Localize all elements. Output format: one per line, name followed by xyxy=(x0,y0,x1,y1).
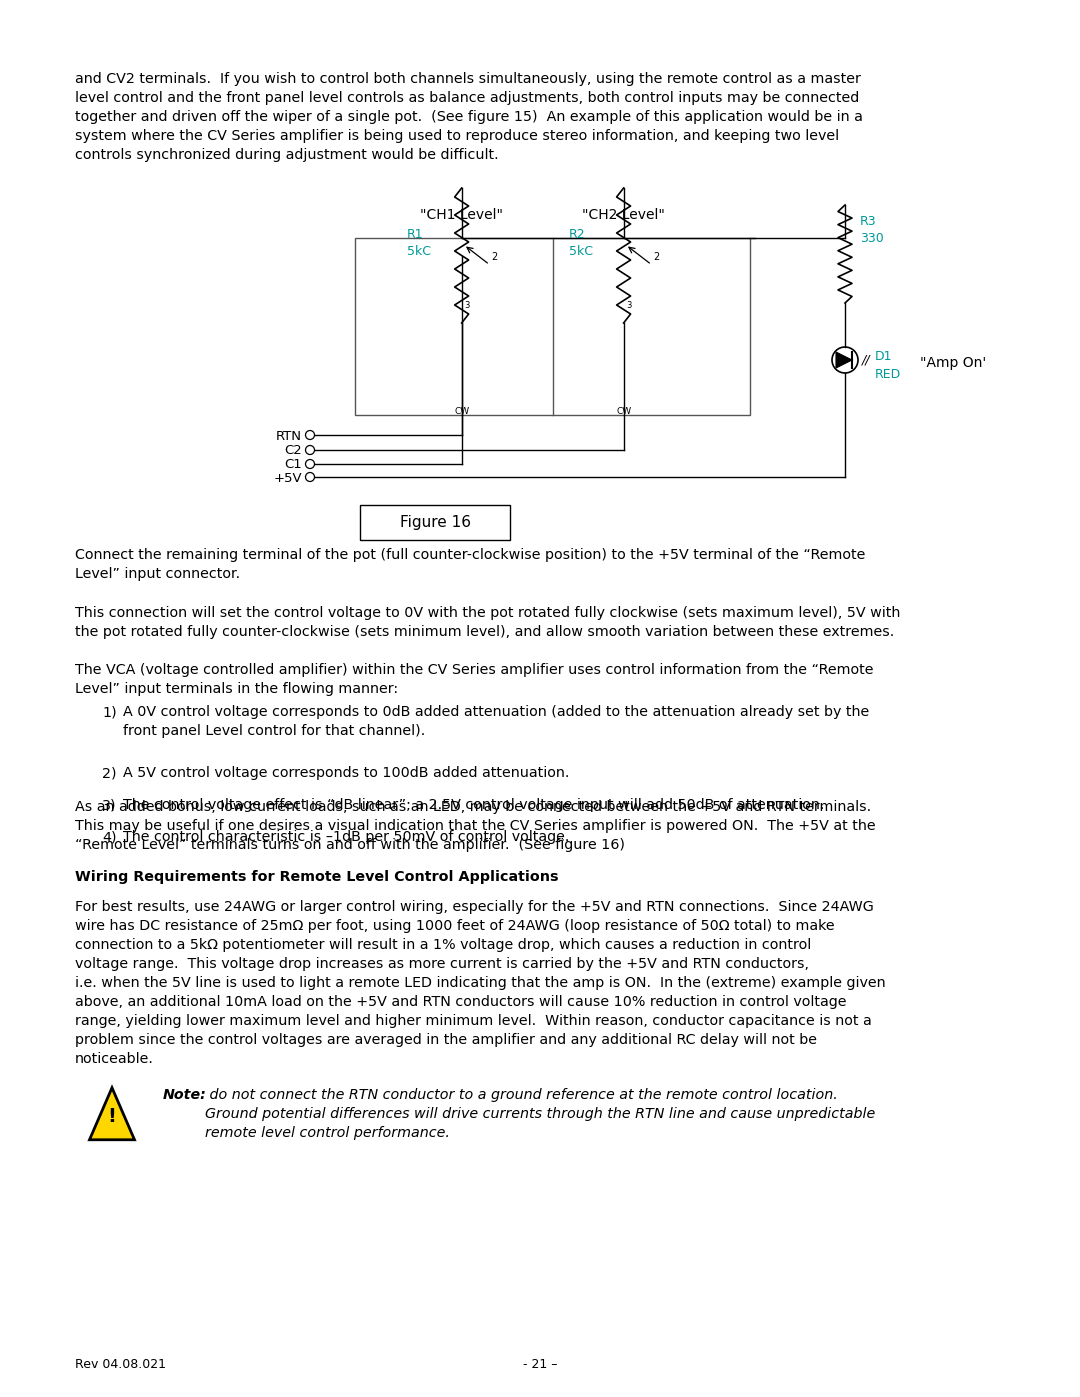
Bar xyxy=(355,237,750,415)
Circle shape xyxy=(306,446,314,454)
Text: and CV2 terminals.  If you wish to control both channels simultaneously, using t: and CV2 terminals. If you wish to contro… xyxy=(75,73,863,162)
Text: CW: CW xyxy=(454,407,469,416)
Text: The control voltage effect is “dB linear”; a 2.5V control voltage input will add: The control voltage effect is “dB linear… xyxy=(123,798,824,812)
Text: 4): 4) xyxy=(102,830,117,844)
Text: 3: 3 xyxy=(626,300,632,310)
Text: As an added bonus, low current loads, such as an LED, may be connected between t: As an added bonus, low current loads, su… xyxy=(75,800,876,852)
Text: The control characteristic is –1dB per 50mV of control voltage.: The control characteristic is –1dB per 5… xyxy=(123,830,569,844)
Text: Figure 16: Figure 16 xyxy=(400,515,471,529)
Text: C2: C2 xyxy=(284,444,302,457)
Circle shape xyxy=(306,472,314,482)
Text: Wiring Requirements for Remote Level Control Applications: Wiring Requirements for Remote Level Con… xyxy=(75,870,558,884)
Text: Note:: Note: xyxy=(163,1088,207,1102)
Text: do not connect the RTN conductor to a ground reference at the remote control loc: do not connect the RTN conductor to a gr… xyxy=(205,1088,875,1140)
Text: RTN: RTN xyxy=(276,429,302,443)
Text: 3: 3 xyxy=(464,300,470,310)
Text: CW: CW xyxy=(616,407,631,416)
Text: 1): 1) xyxy=(102,705,117,719)
Text: The VCA (voltage controlled amplifier) within the CV Series amplifier uses contr: The VCA (voltage controlled amplifier) w… xyxy=(75,664,874,696)
Circle shape xyxy=(306,460,314,468)
Text: This connection will set the control voltage to 0V with the pot rotated fully cl: This connection will set the control vol… xyxy=(75,606,901,638)
Text: C1: C1 xyxy=(284,458,302,472)
Text: R3
330: R3 330 xyxy=(860,215,883,246)
Text: 2: 2 xyxy=(491,251,498,261)
Circle shape xyxy=(832,346,858,373)
Text: R2
5kC: R2 5kC xyxy=(568,228,593,258)
Circle shape xyxy=(306,430,314,440)
Text: R1
5kC: R1 5kC xyxy=(407,228,431,258)
Text: For best results, use 24AWG or larger control wiring, especially for the +5V and: For best results, use 24AWG or larger co… xyxy=(75,900,886,1066)
Text: //: // xyxy=(862,353,870,366)
Text: A 0V control voltage corresponds to 0dB added attenuation (added to the attenuat: A 0V control voltage corresponds to 0dB … xyxy=(123,705,869,738)
Text: "CH2 Level": "CH2 Level" xyxy=(582,208,665,222)
Text: 2): 2) xyxy=(102,766,117,780)
Text: Rev 04.08.021: Rev 04.08.021 xyxy=(75,1358,166,1370)
Polygon shape xyxy=(836,352,852,367)
Text: "CH1 Level": "CH1 Level" xyxy=(420,208,503,222)
Text: D1
RED: D1 RED xyxy=(875,351,901,380)
Text: +5V: +5V xyxy=(273,472,302,485)
Text: - 21 –: - 21 – xyxy=(523,1358,557,1370)
Text: Connect the remaining terminal of the pot (full counter-clockwise position) to t: Connect the remaining terminal of the po… xyxy=(75,548,865,581)
Text: "Amp On': "Amp On' xyxy=(920,356,986,370)
Text: 3): 3) xyxy=(102,798,117,812)
Polygon shape xyxy=(90,1088,135,1140)
Text: 2: 2 xyxy=(653,251,660,261)
Text: A 5V control voltage corresponds to 100dB added attenuation.: A 5V control voltage corresponds to 100d… xyxy=(123,766,569,780)
Text: !: ! xyxy=(108,1108,117,1126)
Bar xyxy=(360,504,510,541)
